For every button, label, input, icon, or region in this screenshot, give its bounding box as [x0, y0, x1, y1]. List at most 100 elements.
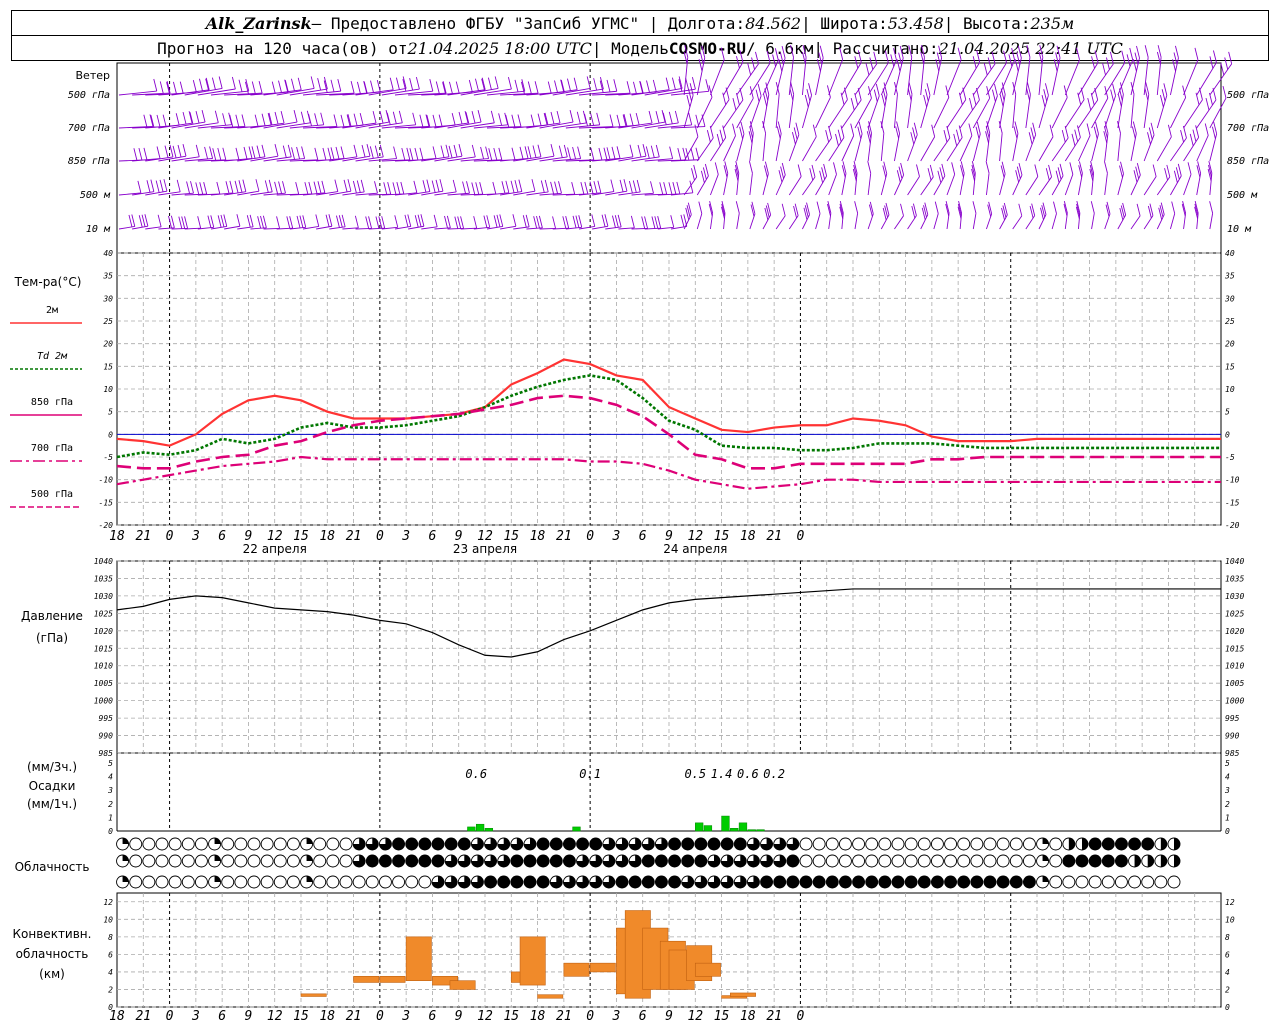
bottom-xtick: 6: [429, 1009, 437, 1024]
wind-barb: [224, 158, 253, 162]
wind-barb: [408, 92, 447, 96]
cloud-symbol-fill: [524, 838, 536, 850]
bottom-xtick: 21: [135, 1009, 151, 1024]
convective-panel-ytick-left: 10: [103, 915, 113, 924]
wind-barb-feather: [330, 147, 335, 160]
wind-barb: [1170, 97, 1187, 129]
cloud-symbol: [392, 854, 406, 868]
wind-barb-feather: [218, 76, 223, 89]
cloud-symbol-fill: [760, 838, 773, 850]
cloud-symbol: [996, 875, 1010, 889]
temp-series-2: [116, 394, 1221, 470]
wind-barb: [526, 227, 543, 230]
cloud-symbol: [444, 837, 458, 851]
wind-barb-feather: [912, 203, 917, 216]
cloud-symbol-fill: [122, 838, 129, 844]
wind-barb-feather: [916, 164, 920, 177]
wind-barb-feather: [251, 146, 256, 159]
wind-barb-feather: [376, 79, 381, 93]
wind-barb-feather: [835, 133, 839, 147]
wind-barb-feather: [335, 215, 340, 228]
pressure-panel-ytick-left: 1025: [94, 609, 113, 618]
pressure-axis-title: Давление: [21, 609, 83, 623]
cloud-symbol: [260, 854, 274, 868]
wind-barb-feather: [162, 114, 167, 127]
temp-xtick: 18: [530, 529, 546, 544]
wind-barb-feather: [352, 180, 357, 194]
temp-xtick: 21: [346, 529, 362, 544]
cloud-symbol: [812, 837, 826, 851]
wind-barb-feather: [163, 179, 168, 192]
wind-barb-feather: [499, 214, 504, 227]
wind-barb-feather: [182, 111, 187, 125]
cloud-symbol-fill: [1174, 855, 1180, 867]
wind-barb-feather: [572, 215, 577, 229]
temp-xtick: 6: [639, 529, 647, 544]
wind-barb-feather: [1055, 52, 1060, 65]
wind-barb: [696, 97, 713, 129]
wind-barb-feather: [577, 146, 582, 159]
wind-barb-feather: [747, 62, 752, 76]
cloud-symbol-fill: [747, 876, 760, 888]
wind-barb-feather: [192, 80, 197, 93]
wind-barb-feather: [274, 144, 279, 157]
wind-barb-feather: [1194, 206, 1199, 219]
wind-barb: [696, 213, 703, 230]
wind-barb: [118, 90, 157, 96]
wind-barb-feather: [141, 214, 146, 227]
wind-barb-feather: [133, 148, 138, 161]
wind-barb: [867, 173, 872, 196]
wind-barb-feather: [493, 147, 498, 161]
cloud-symbol: [865, 875, 879, 889]
wind-barb: [1170, 175, 1182, 196]
wind-barb: [828, 137, 845, 162]
wind-barb: [710, 137, 727, 162]
wind-level-left: 10 м: [86, 224, 111, 235]
wind-barb-feather: [320, 112, 325, 125]
wind-barb: [302, 90, 341, 96]
cloud-symbol: [641, 854, 655, 868]
wind-barb-feather: [882, 165, 887, 178]
wind-barb: [946, 59, 962, 96]
cloud-symbol: [326, 875, 340, 889]
cloud-symbol-fill: [602, 838, 615, 850]
wind-barb-feather: [1132, 121, 1137, 134]
wind-barb-feather: [839, 47, 844, 60]
cloud-symbol: [694, 837, 708, 851]
convective-panel-ytick-right: 6: [1225, 950, 1230, 959]
wind-barb: [1130, 94, 1135, 129]
wind-barb-feather: [406, 147, 411, 160]
wind-barb: [644, 87, 683, 96]
wind-barb-feather: [471, 111, 476, 124]
wind-barb: [605, 156, 634, 162]
cloud-symbol: [365, 854, 379, 868]
wind-barb-feather: [1090, 201, 1095, 214]
wind-barb-feather: [1119, 165, 1123, 178]
cloud-symbol-fill: [497, 838, 510, 850]
temp-xtick: 12: [477, 529, 493, 544]
wind-barb-feather: [1110, 89, 1115, 102]
cloud-symbol: [957, 854, 971, 868]
precip-bar: [703, 825, 713, 832]
wind-barb-feather: [657, 216, 662, 229]
wind-barb-feather: [1008, 54, 1013, 67]
wind-barb-feather: [986, 121, 991, 134]
wind-barb-feather: [156, 146, 161, 159]
wind-barb-feather: [350, 81, 355, 94]
wind-barb: [1143, 176, 1157, 196]
wind-barb-feather: [908, 82, 913, 95]
wind-barb-feather: [354, 215, 359, 228]
wind-barb-feather: [722, 125, 727, 138]
wind-barb: [618, 122, 653, 129]
bottom-xtick: 9: [665, 1009, 673, 1024]
wind-barb-feather: [220, 214, 225, 228]
wind-barb-feather: [229, 114, 234, 128]
wind-barb-feather: [507, 76, 512, 90]
temp-xtick: 6: [218, 529, 226, 544]
wind-barb-feather: [992, 89, 996, 102]
wind-barb-feather: [257, 216, 262, 229]
wind-barb-feather: [683, 51, 688, 65]
cloud-symbol: [970, 837, 984, 851]
wind-barb-feather: [1001, 161, 1006, 174]
wind-barb-feather: [688, 89, 692, 102]
